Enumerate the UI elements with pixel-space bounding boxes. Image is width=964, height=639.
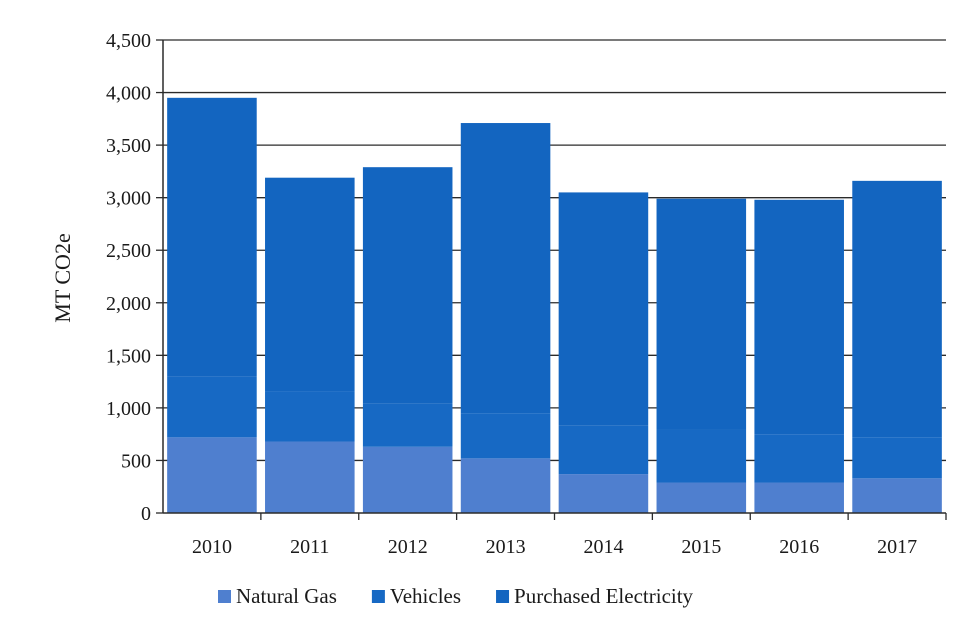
legend: Natural Gas Vehicles Purchased Electricity	[218, 584, 694, 608]
bar-vehicles-2017	[852, 437, 942, 479]
y-tick-label: 500	[121, 450, 151, 472]
y-tick-label: 3,000	[106, 188, 151, 210]
bar-vehicles-2015	[656, 429, 747, 483]
y-tick-label: 1,500	[106, 345, 151, 367]
bar-vehicles-2016	[754, 434, 844, 483]
x-tick-label: 2017	[877, 536, 917, 558]
legend-label: Vehicles	[390, 584, 461, 608]
legend-item-vehicles: Vehicles	[371, 584, 461, 608]
x-tick-label: 2012	[388, 536, 428, 558]
legend-label: Purchased Electricity	[514, 584, 694, 608]
x-tick-label: 2014	[583, 536, 623, 558]
x-tick-label: 2013	[486, 536, 526, 558]
bar-vehicles-2013	[460, 413, 551, 459]
bar-purchased-electricity-2014	[558, 192, 649, 426]
bar-vehicles-2012	[362, 403, 453, 447]
y-tick-label: 4,500	[106, 30, 151, 52]
axes: 0 500 1,000 1,500 2,000 2,500 3,000 3,500 4,000 4…	[106, 30, 947, 558]
legend-label: Natural Gas	[236, 584, 337, 608]
bar-vehicles-2010	[167, 376, 257, 438]
x-tick-label: 2011	[290, 536, 329, 558]
bar-natural-gas-2010	[167, 437, 257, 513]
bar-purchased-electricity-2012	[362, 167, 453, 404]
bar-natural-gas-2015	[656, 482, 747, 513]
legend-swatch	[496, 590, 510, 603]
bar-vehicles-2014	[558, 425, 649, 475]
bar-natural-gas-2016	[754, 482, 844, 513]
y-axis-title: MT CO2e	[50, 233, 75, 322]
bar-purchased-electricity-2015	[656, 198, 747, 430]
legend-swatch	[371, 590, 385, 603]
bar-natural-gas-2013	[460, 458, 551, 513]
legend-swatch	[218, 590, 231, 603]
legend-item-natural-gas: Natural Gas	[218, 584, 337, 608]
y-tick-label: 4,000	[106, 83, 151, 105]
y-tick-label: 2,000	[106, 293, 151, 315]
bar-purchased-electricity-2010	[167, 97, 257, 377]
bar-natural-gas-2014	[558, 474, 649, 513]
x-tick-label: 2015	[681, 536, 721, 558]
y-tick-label: 2,500	[106, 240, 151, 262]
bars	[167, 97, 942, 513]
legend-item-purchased-electricity: Purchased Electricity	[496, 584, 694, 608]
bar-natural-gas-2017	[852, 478, 942, 513]
y-tick-label: 0	[141, 503, 151, 525]
bar-purchased-electricity-2013	[460, 123, 551, 414]
bar-purchased-electricity-2017	[852, 180, 942, 438]
bar-purchased-electricity-2016	[754, 199, 844, 435]
bar-natural-gas-2012	[362, 446, 453, 513]
bar-natural-gas-2011	[265, 441, 355, 513]
x-tick-label: 2016	[779, 536, 819, 558]
x-tick-label: 2010	[192, 536, 232, 558]
bar-purchased-electricity-2011	[265, 177, 355, 392]
y-tick-label: 3,500	[106, 135, 151, 157]
y-tick-label: 1,000	[106, 398, 151, 420]
bar-vehicles-2011	[265, 391, 355, 442]
